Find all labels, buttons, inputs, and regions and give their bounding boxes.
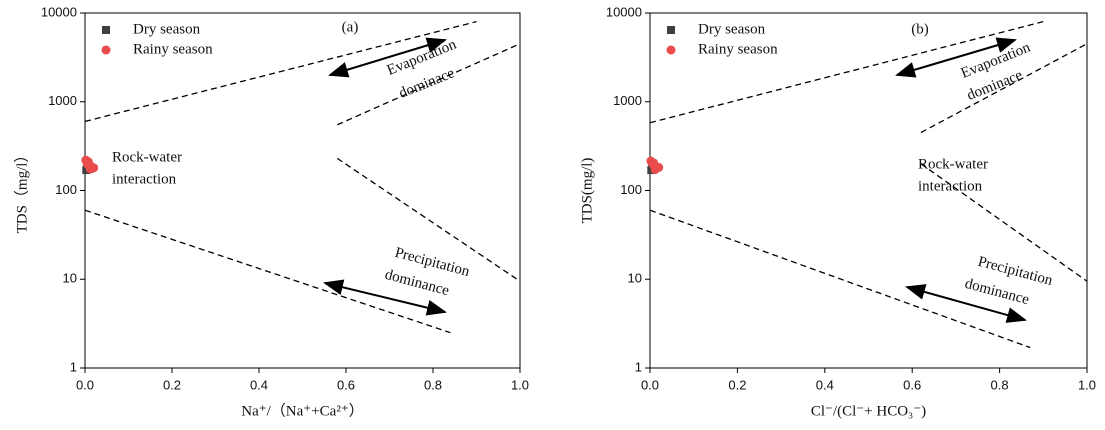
y-tick-label: 10000 xyxy=(606,4,642,19)
x-tick-label: 0.4 xyxy=(816,377,834,392)
panel-label: (a) xyxy=(342,19,359,35)
boundary-line xyxy=(920,163,1088,282)
boundary-line xyxy=(84,20,477,123)
y-tick-label: 1 xyxy=(635,359,642,374)
legend-marker xyxy=(666,45,676,55)
boundary-line xyxy=(649,20,1044,124)
arrow xyxy=(905,284,1027,323)
legend-marker xyxy=(101,45,111,55)
x-tick-label: 0.2 xyxy=(163,377,181,392)
annotation: interaction xyxy=(112,171,177,187)
x-tick-label: 0.4 xyxy=(250,377,268,392)
annotation: Rock-water xyxy=(918,156,988,172)
arrow xyxy=(323,279,447,316)
y-axis-label: TDS(mg/l) xyxy=(579,158,595,224)
x-axis-label: Na⁺/（Na⁺+Ca²⁺） xyxy=(241,402,364,419)
y-tick-label: 100 xyxy=(55,182,77,197)
annotation: interaction xyxy=(918,178,983,194)
y-tick-label: 10000 xyxy=(41,4,77,19)
x-tick-label: 0.0 xyxy=(641,377,659,392)
y-tick-label: 10 xyxy=(628,271,642,286)
y-tick-label: 1000 xyxy=(613,93,642,108)
legend-marker xyxy=(102,26,110,34)
boundary-line xyxy=(649,209,1031,349)
legend-label: Dry season xyxy=(133,21,201,37)
point xyxy=(83,157,93,167)
point xyxy=(650,165,660,175)
legend-label: Rainy season xyxy=(133,41,213,57)
point xyxy=(85,164,95,174)
y-tick-label: 1 xyxy=(70,359,77,374)
point xyxy=(648,158,658,168)
x-tick-label: 0.0 xyxy=(76,377,94,392)
y-tick-label: 100 xyxy=(620,182,642,197)
x-tick-label: 0.8 xyxy=(991,377,1009,392)
boundary-line xyxy=(337,43,521,126)
legend-label: Rainy season xyxy=(698,41,778,57)
arrow xyxy=(328,37,447,78)
x-axis-label: Cl⁻/(Cl⁻+ HCO₃⁻) xyxy=(811,403,926,419)
x-tick-label: 0.8 xyxy=(424,377,442,392)
x-tick-label: 1.0 xyxy=(511,377,529,392)
y-tick-label: 1000 xyxy=(48,93,77,108)
annotation: Rock-water xyxy=(112,149,182,165)
panel-label: (b) xyxy=(911,21,929,37)
boundary-line xyxy=(336,157,521,282)
x-tick-label: 0.6 xyxy=(337,377,355,392)
boundary-line xyxy=(920,43,1088,134)
x-tick-label: 0.6 xyxy=(903,377,921,392)
legend-marker xyxy=(667,26,675,34)
x-tick-label: 0.2 xyxy=(728,377,746,392)
x-tick-label: 1.0 xyxy=(1078,377,1096,392)
y-tick-label: 10 xyxy=(63,271,77,286)
arrow xyxy=(895,37,1017,78)
legend-label: Dry season xyxy=(698,21,766,37)
y-axis-label: TDS（mg/l） xyxy=(13,148,30,234)
